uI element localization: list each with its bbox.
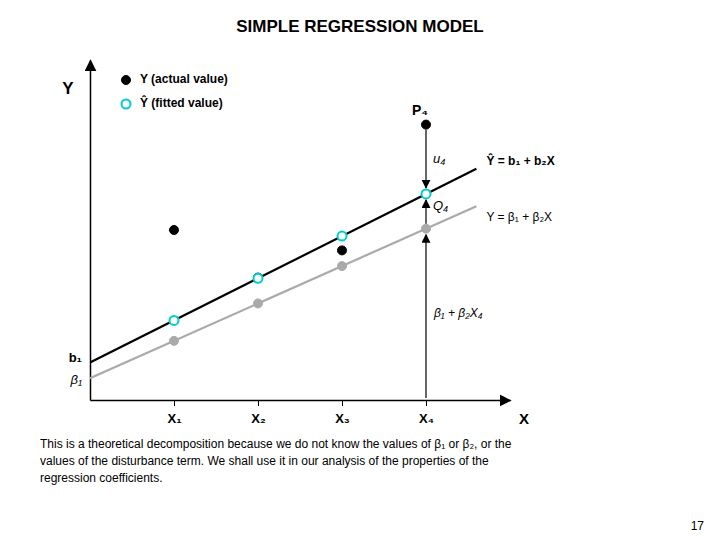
point bbox=[338, 262, 347, 271]
x-tick-label: X₁ bbox=[167, 411, 181, 426]
line bbox=[90, 206, 476, 378]
point bbox=[170, 226, 179, 235]
x-tick-label: X₄ bbox=[419, 411, 434, 426]
intercept-label: b₁ bbox=[69, 350, 82, 365]
point bbox=[254, 273, 263, 282]
x-tick-mark bbox=[174, 400, 175, 406]
note: This is a theoretical decomposition beca… bbox=[40, 437, 512, 451]
arrow bbox=[425, 130, 426, 188]
legend-entry: Ŷ (fitted value) bbox=[140, 95, 223, 110]
legend-entry: Y (actual value) bbox=[140, 72, 228, 86]
arrow bbox=[425, 235, 426, 398]
point bbox=[338, 246, 347, 255]
equation-label: Y = β₁ + β₂X bbox=[486, 210, 552, 224]
legend-marker bbox=[122, 76, 131, 85]
annotations: P₄ u₄ Q₄ β₁ + β₂X₄ β₁ b₁ Ŷ = b₁ + b₂X Y = β₁ + … bbox=[40, 102, 704, 533]
chart: X₁ X₂ X₃ X₄ X Y SIMPLE REGRESSION MODEL P₄ u₄ Q₄ β… bbox=[0, 0, 720, 540]
note: regression coefficients. bbox=[40, 471, 163, 485]
point bbox=[422, 120, 431, 129]
line bbox=[90, 169, 476, 363]
point bbox=[254, 274, 263, 283]
disturbance-label: u₄ bbox=[433, 151, 445, 166]
y-axis bbox=[90, 61, 91, 401]
point bbox=[170, 336, 179, 345]
x-tick: X₂ bbox=[251, 400, 266, 426]
note: values of the disturbance term. We shall… bbox=[40, 454, 489, 468]
x-axis-title: X bbox=[519, 410, 529, 427]
x-axis: X₁ X₂ X₃ X₄ bbox=[91, 400, 511, 426]
x-tick: X₁ bbox=[167, 400, 181, 426]
x-tick-mark bbox=[342, 400, 343, 406]
arrow bbox=[425, 200, 426, 224]
point bbox=[170, 316, 179, 325]
x-tick-label: X₂ bbox=[251, 411, 266, 426]
x-tick-label: X₃ bbox=[335, 411, 350, 426]
point bbox=[422, 189, 431, 198]
intercept-label: β₁ bbox=[69, 372, 82, 387]
plot-area bbox=[90, 120, 476, 378]
population-value-label: β₁ + β₂X₄ bbox=[433, 306, 483, 320]
decomposition-arrows bbox=[426, 130, 427, 398]
legend: Y (actual value) Ŷ (fitted value) bbox=[122, 72, 228, 110]
point-label: P₄ bbox=[412, 102, 428, 118]
y-axis-title: Y bbox=[62, 79, 74, 98]
legend-marker bbox=[122, 100, 131, 109]
x-tick-mark bbox=[258, 400, 259, 406]
x-axis-line bbox=[91, 400, 511, 402]
title: SIMPLE REGRESSION MODEL bbox=[236, 17, 483, 36]
x-tick: X₄ bbox=[419, 400, 434, 426]
equation-label: Ŷ = b₁ + b₂X bbox=[486, 153, 554, 168]
slide-number: 17 bbox=[691, 519, 705, 533]
x-tick-mark bbox=[426, 400, 427, 406]
point bbox=[338, 232, 347, 241]
y-axis-line bbox=[90, 61, 92, 401]
fitted-point-label: Q₄ bbox=[433, 198, 448, 213]
x-tick: X₃ bbox=[335, 400, 350, 426]
point bbox=[422, 224, 431, 233]
point bbox=[254, 299, 263, 308]
